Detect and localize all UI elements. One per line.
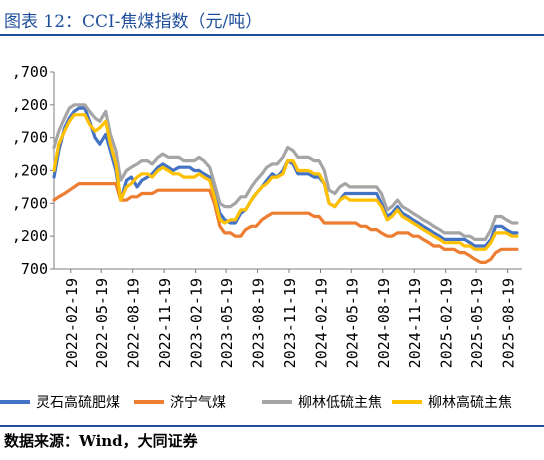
y-tick-label: ,700	[12, 129, 48, 147]
title-bar: 图表 12：CCI-焦煤指数（元/吨）	[0, 0, 544, 36]
x-tick-label: 2024-02-19	[313, 278, 331, 368]
x-tick-label: 2023-02-19	[188, 278, 206, 368]
x-tick-label: 2023-08-19	[250, 278, 268, 368]
y-tick-label: ,700	[12, 194, 48, 212]
x-tick-label: 2025-08-19	[500, 278, 518, 368]
legend-label: 灵石高硫肥煤	[36, 394, 120, 411]
y-tick-label: ,200	[12, 227, 48, 245]
x-tick-label: 2022-05-19	[93, 278, 111, 368]
chart-legend: 灵石高硫肥煤 济宁气煤 柳林低硫主焦 柳林高硫主焦	[0, 394, 512, 411]
x-tick-label: 2025-02-19	[438, 278, 456, 368]
y-tick-label: 700	[21, 260, 48, 278]
y-tick-label: ,200	[12, 162, 48, 180]
series-line-柳林低硫主焦	[52, 103, 519, 241]
x-tick-label: 2022-02-19	[63, 278, 81, 368]
y-tick-label: ,200	[12, 96, 48, 114]
x-tick-label: 2023-05-19	[218, 278, 236, 368]
chart-axes: 700 ,200 ,700 ,200 ,700 ,200 ,700 2022-02-19 202…	[12, 63, 522, 368]
x-tick-label: 2022-11-19	[156, 278, 174, 368]
chart-title: 图表 12：CCI-焦煤指数（元/吨）	[4, 12, 263, 32]
x-tick-label: 2024-11-19	[406, 278, 424, 368]
footer-rule	[0, 425, 544, 427]
chart: 700 ,200 ,700 ,200 ,700 ,200 ,700 2022-02-19 202…	[0, 63, 522, 411]
x-tick-label: 2022-08-19	[125, 278, 143, 368]
y-tick-label: ,700	[12, 63, 48, 81]
legend-label: 柳林低硫主焦	[298, 394, 382, 411]
source-note: 数据来源：Wind，大同证券	[4, 432, 198, 450]
x-tick-label: 2023-11-19	[281, 278, 299, 368]
legend-label: 济宁气煤	[170, 394, 226, 411]
chart-series	[52, 103, 519, 264]
x-tick-label: 2024-05-19	[343, 278, 361, 368]
x-tick-label: 2024-08-19	[375, 278, 393, 368]
legend-label: 柳林高硫主焦	[428, 394, 512, 411]
series-line-柳林高硫主焦	[52, 113, 519, 251]
series-line-济宁气煤	[52, 182, 519, 264]
x-tick-label: 2025-05-19	[468, 278, 486, 368]
